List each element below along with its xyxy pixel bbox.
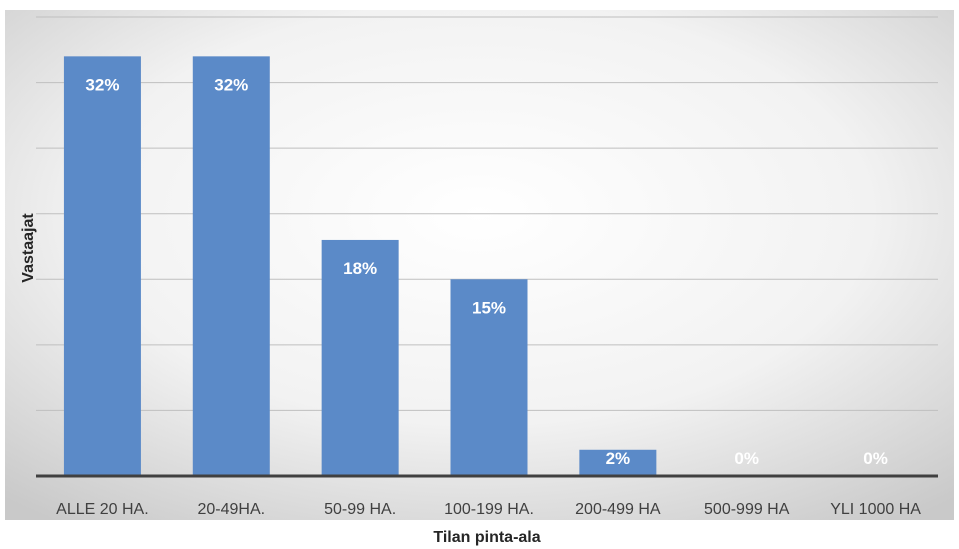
data-label: 15%: [472, 298, 506, 317]
x-tick-label: 200-499 HA: [575, 501, 661, 518]
bars: 32% 32% 18% 15% 2% 0% 0%: [63, 56, 888, 476]
x-axis-label: Tilan pinta-ala: [433, 529, 540, 546]
data-label: 0%: [863, 449, 888, 468]
bar: [192, 56, 270, 476]
data-label: 32%: [214, 75, 248, 94]
bar: [579, 449, 657, 476]
bar: [321, 239, 399, 476]
bar: [450, 279, 528, 476]
x-tick-label: 20-49HA.: [197, 501, 265, 518]
bar: [63, 56, 141, 476]
x-tick-labels: ALLE 20 HA. 20-49HA. 50-99 HA. 100-199 HA. 2…: [56, 501, 921, 518]
x-tick-label: 50-99 HA.: [324, 501, 396, 518]
x-tick-label: YLI 1000 HA: [830, 501, 921, 518]
data-label: 18%: [343, 259, 377, 278]
x-tick-label: 100-199 HA.: [444, 501, 534, 518]
x-tick-label: 500-999 HA: [704, 501, 790, 518]
y-axis-label: Vastaajat: [20, 213, 37, 283]
data-label: 0%: [734, 449, 759, 468]
data-label: 32%: [85, 75, 119, 94]
data-label: 2%: [606, 449, 631, 468]
x-tick-label: ALLE 20 HA.: [56, 501, 149, 518]
